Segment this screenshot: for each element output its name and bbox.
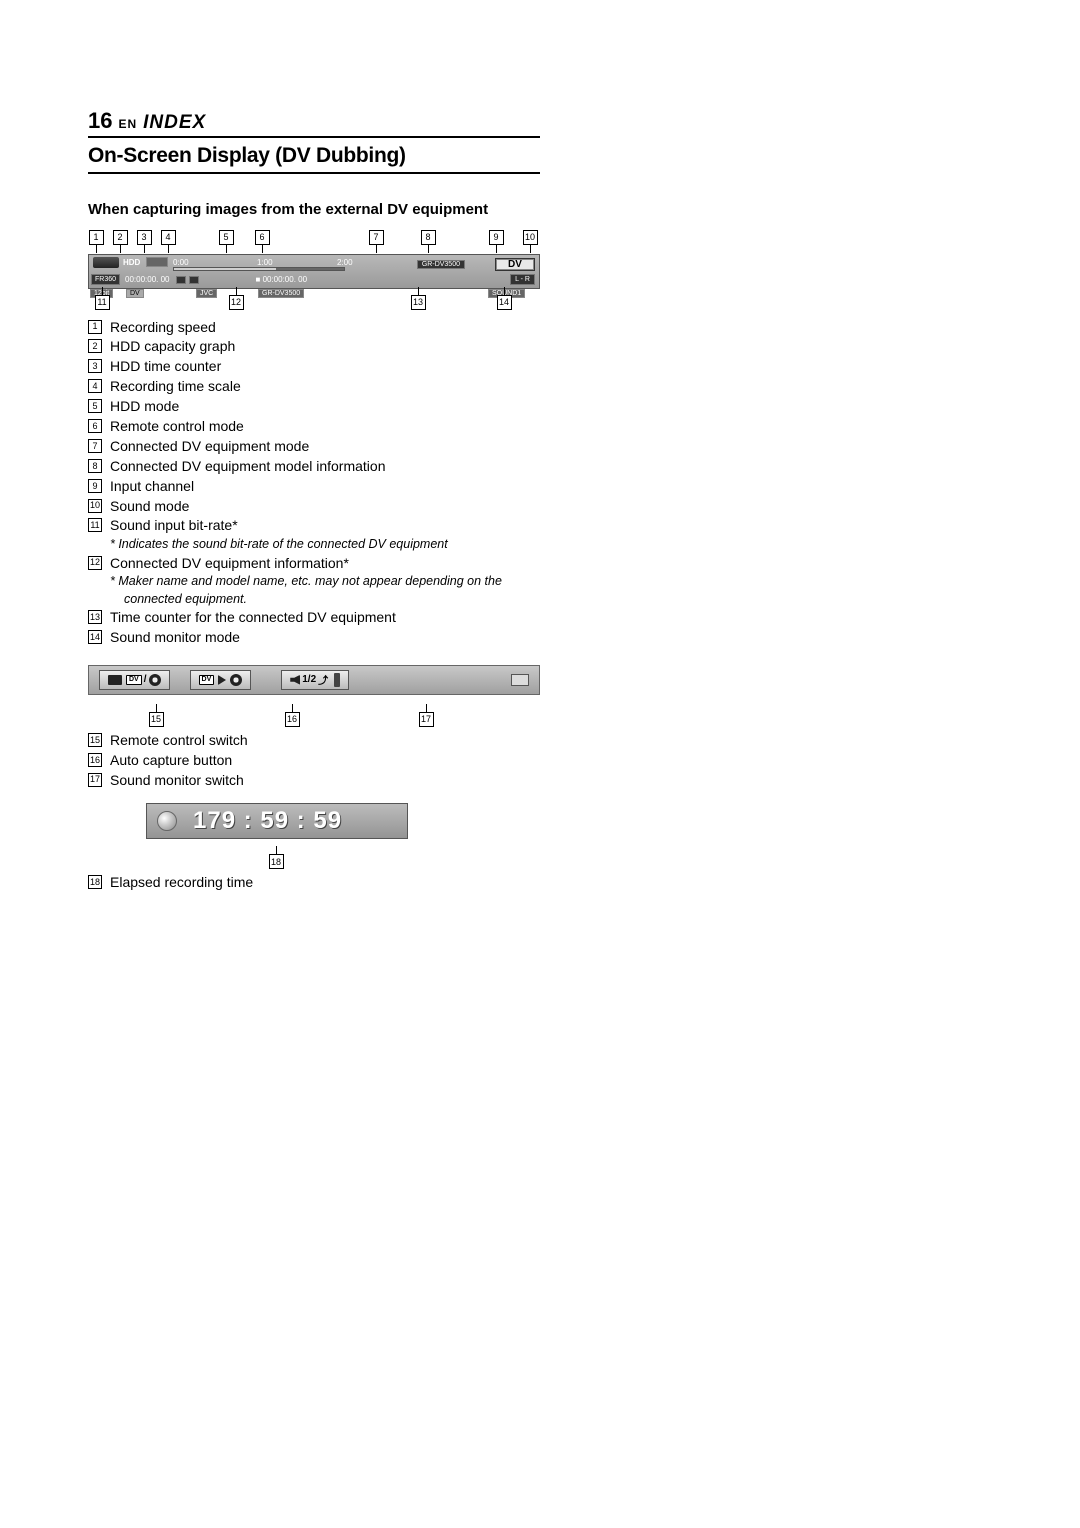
- legend-item: 8Connected DV equipment model informatio…: [88, 457, 540, 476]
- callout-14: 14: [496, 287, 512, 310]
- legend-item: 5HDD mode: [88, 397, 540, 416]
- disc-icon-2: [230, 674, 242, 686]
- lr-indicator: L - R: [510, 274, 535, 285]
- legend-item: 11Sound input bit-rate*: [88, 516, 540, 535]
- legend-item: 12Connected DV equipment information*: [88, 554, 540, 573]
- rec-icon: [108, 675, 122, 685]
- callout-1: 1: [88, 230, 104, 253]
- osd-diagram-controls: DV / DV 1/2 ⤴ 15 16 17: [88, 665, 540, 727]
- hdd-label: HDD: [123, 258, 140, 267]
- dv-chip: DV: [126, 289, 144, 298]
- callout-6: 6: [254, 230, 270, 253]
- dv-time-counter: ■ 00:00:00. 00: [253, 274, 311, 285]
- osd-diagram-main: 1 2 3 4 5 6 7 8 9 10 HDD 0:00 1:00 2:00 …: [88, 230, 540, 310]
- record-indicator-icon: [157, 811, 177, 831]
- section-title: On-Screen Display (DV Dubbing): [88, 144, 540, 174]
- time-panel: 179 : 59 : 59: [146, 803, 408, 839]
- arrow-icon: [218, 675, 226, 685]
- remote-mode-icon: [189, 276, 199, 284]
- legend-item: 16Auto capture button: [88, 751, 540, 770]
- callout-16: 16: [284, 704, 300, 727]
- callout-5: 5: [218, 230, 234, 253]
- dv-icon: DV: [126, 675, 142, 685]
- disc-icon: [149, 674, 161, 686]
- speaker-icon: [290, 675, 300, 685]
- capacity-bar: [173, 267, 345, 271]
- callout-13: 13: [410, 287, 426, 310]
- osd-panel: HDD 0:00 1:00 2:00 GR-DV3500 DV FR360 00…: [88, 254, 540, 289]
- dv-icon-2: DV: [199, 675, 215, 685]
- maker-chip: JVC: [196, 289, 217, 298]
- dv-model-top: GR-DV3500: [417, 260, 465, 269]
- hdd-mode-small-icon: [176, 276, 186, 284]
- sound-monitor-seg: 1/2 ⤴: [281, 670, 349, 690]
- callout-7: 7: [368, 230, 384, 253]
- callout-2: 2: [112, 230, 128, 253]
- mic-icon: [334, 673, 340, 687]
- hdd-icon: [93, 257, 119, 268]
- sound-monitor-text: 1/2: [302, 674, 316, 685]
- legend-item: 17Sound monitor switch: [88, 771, 540, 790]
- scale-1: 1:00: [257, 258, 273, 267]
- legend-item: 4Recording time scale: [88, 377, 540, 396]
- legend-item: 13Time counter for the connected DV equi…: [88, 608, 540, 627]
- legend-item: 7Connected DV equipment mode: [88, 437, 540, 456]
- page-header: 16 EN INDEX: [88, 108, 540, 138]
- legend-item: 15Remote control switch: [88, 731, 540, 750]
- page-number: 16: [88, 108, 112, 134]
- footnote-12a: * Maker name and model name, etc. may no…: [110, 573, 540, 589]
- index-label: INDEX: [143, 112, 206, 134]
- scale-0: 0:00: [173, 258, 189, 267]
- auto-capture-seg: DV: [190, 670, 252, 690]
- legend-block-3: 18Elapsed recording time: [88, 873, 540, 892]
- legend-block-1: 1Recording speed 2HDD capacity graph 3HD…: [88, 318, 540, 647]
- callout-12: 12: [228, 287, 244, 310]
- callout-4: 4: [160, 230, 176, 253]
- model-chip: GR-DV3500: [258, 289, 304, 298]
- callout-18: 18: [268, 846, 284, 869]
- elapsed-time: 179 : 59 : 59: [193, 807, 342, 835]
- recording-speed: FR360: [91, 274, 120, 285]
- legend-item: 6Remote control mode: [88, 417, 540, 436]
- scale-2: 2:00: [337, 258, 353, 267]
- hdd-mode-icon: [146, 257, 168, 267]
- footnote-11: * Indicates the sound bit-rate of the co…: [110, 536, 540, 552]
- callout-9: 9: [488, 230, 504, 253]
- lang-code: EN: [118, 117, 137, 131]
- legend-item: 14Sound monitor mode: [88, 628, 540, 647]
- end-icon: [511, 674, 529, 686]
- subheading: When capturing images from the external …: [88, 200, 540, 220]
- footnote-12b: connected equipment.: [124, 591, 540, 607]
- osd-diagram-time: 179 : 59 : 59 18: [88, 803, 540, 869]
- legend-block-2: 15Remote control switch 16Auto capture b…: [88, 731, 540, 790]
- legend-item: 18Elapsed recording time: [88, 873, 540, 892]
- callout-11: 11: [94, 287, 110, 310]
- dv-badge: DV: [495, 258, 535, 271]
- remote-switch-seg: DV /: [99, 670, 170, 690]
- hdd-time-counter: 00:00:00. 00: [122, 274, 172, 285]
- legend-item: 2HDD capacity graph: [88, 337, 540, 356]
- callout-15: 15: [148, 704, 164, 727]
- legend-item: 9Input channel: [88, 477, 540, 496]
- callout-10: 10: [522, 230, 538, 253]
- controls-panel: DV / DV 1/2 ⤴: [88, 665, 540, 695]
- callout-8: 8: [420, 230, 436, 253]
- legend-item: 1Recording speed: [88, 318, 540, 337]
- callout-17: 17: [418, 704, 434, 727]
- callout-3: 3: [136, 230, 152, 253]
- legend-item: 3HDD time counter: [88, 357, 540, 376]
- legend-item: 10Sound mode: [88, 497, 540, 516]
